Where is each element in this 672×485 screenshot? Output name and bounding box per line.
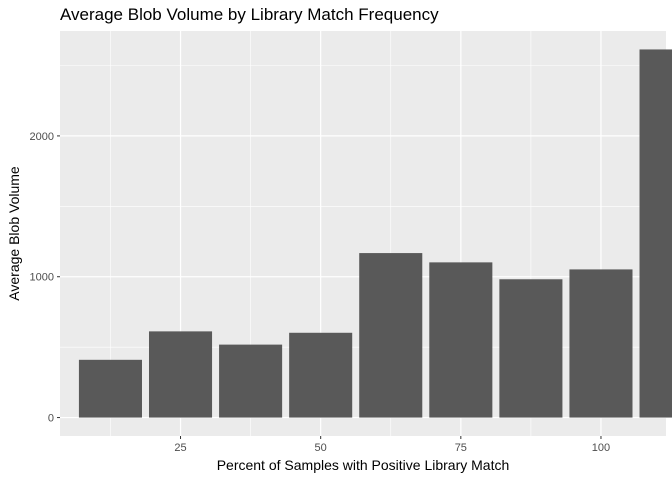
x-tick-label: 50 <box>315 442 327 454</box>
y-tick-label: 1000 <box>30 272 54 284</box>
x-axis: 25 50 75 100 <box>174 436 610 454</box>
bar <box>219 344 283 418</box>
bar <box>359 253 423 418</box>
x-tick-label: 75 <box>455 442 467 454</box>
y-axis: 0 1000 2000 <box>30 131 60 425</box>
bar <box>148 331 213 418</box>
x-axis-title: Percent of Samples with Positive Library… <box>217 457 510 473</box>
bar <box>289 332 353 418</box>
bar <box>569 269 633 418</box>
y-tick-label: 0 <box>48 413 54 425</box>
bar <box>639 49 672 418</box>
bar <box>78 359 142 418</box>
x-tick-label: 100 <box>592 442 610 454</box>
chart-title: Average Blob Volume by Library Match Fre… <box>60 5 439 24</box>
y-tick-label: 2000 <box>30 131 54 143</box>
bar <box>429 262 493 418</box>
bar <box>499 279 563 418</box>
y-axis-title: Average Blob Volume <box>6 166 22 301</box>
grid-minor <box>60 31 666 436</box>
bars <box>78 49 672 418</box>
x-tick-label: 25 <box>174 442 186 454</box>
